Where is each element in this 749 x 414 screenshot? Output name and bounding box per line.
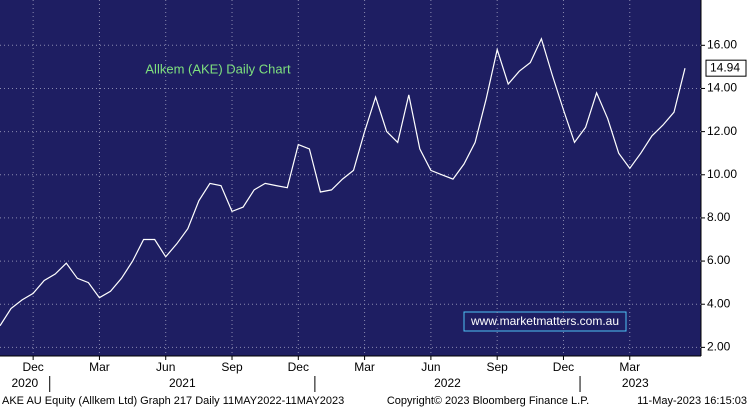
watermark-box <box>463 311 627 332</box>
footer-right: 11-May-2023 16:15:03 <box>637 395 747 407</box>
year-label: 2023 <box>622 376 649 390</box>
y-tick-label: 8.00 <box>707 210 731 224</box>
plot-area <box>0 0 701 356</box>
price-line <box>0 37 686 327</box>
x-tick-label: Mar <box>619 360 640 374</box>
x-tick-label: Mar <box>89 360 110 374</box>
y-tick-label: 16.00 <box>707 37 737 51</box>
x-tick-label: Jun <box>156 360 175 374</box>
x-tick-label: Dec <box>553 360 574 374</box>
last-price-label: 14.94 <box>710 60 740 74</box>
y-tick-label: 4.00 <box>707 296 731 310</box>
y-tick-label: 14.00 <box>707 81 737 95</box>
last-price-box <box>705 59 747 77</box>
x-tick-label: Dec <box>288 360 309 374</box>
watermark: www.marketmatters.com.au <box>470 314 619 328</box>
year-label: 2022 <box>434 376 461 390</box>
year-label: 2020 <box>12 376 39 390</box>
footer-bar <box>0 393 749 409</box>
y-tick-label: 10.00 <box>707 167 737 181</box>
x-tick-label: Jun <box>421 360 440 374</box>
x-tick-label: Sep <box>221 360 243 374</box>
footer-left: AKE AU Equity (Allkem Ltd) Graph 217 Dai… <box>2 395 344 407</box>
footer-center: Copyright© 2023 Bloomberg Finance L.P. <box>387 395 589 407</box>
x-tick-label: Mar <box>354 360 375 374</box>
year-label: 2021 <box>169 376 196 390</box>
y-tick-label: 2.00 <box>707 340 731 354</box>
x-tick-label: Sep <box>486 360 508 374</box>
x-tick-label: Dec <box>22 360 43 374</box>
y-tick-label: 12.00 <box>707 124 737 138</box>
y-tick-label: 6.00 <box>707 253 731 267</box>
annotation: Allkem (AKE) Daily Chart <box>145 61 291 76</box>
